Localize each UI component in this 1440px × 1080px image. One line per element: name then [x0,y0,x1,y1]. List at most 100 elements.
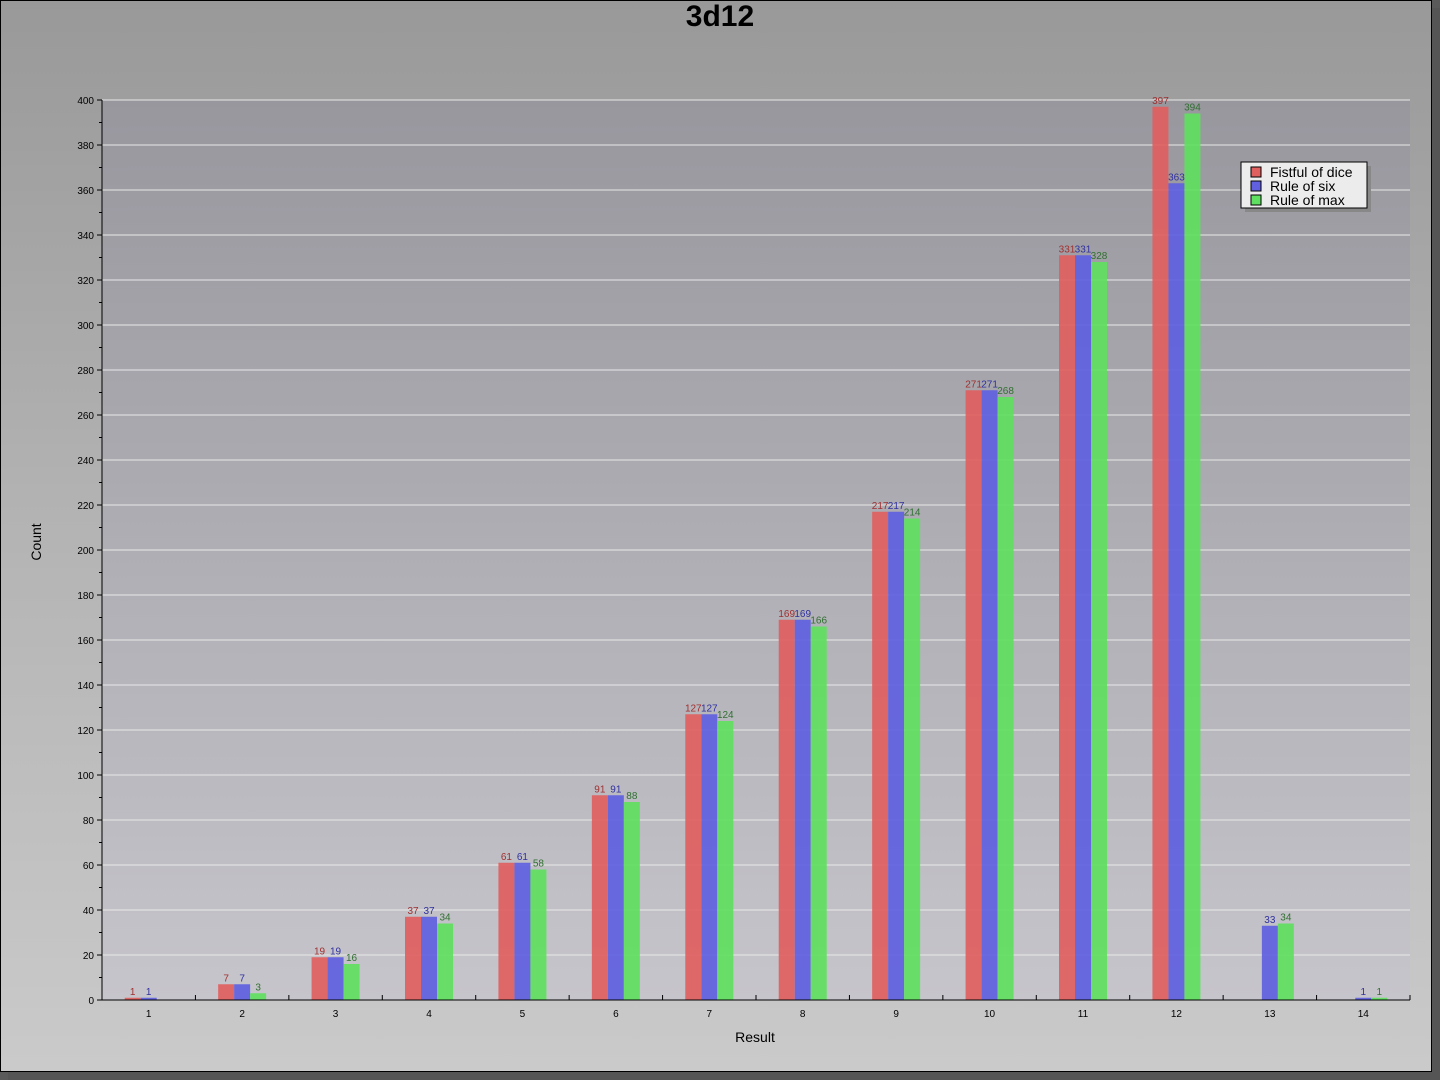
bar [343,964,360,1000]
bar [1091,262,1107,1000]
bar [591,795,608,1000]
bar [250,993,267,1000]
bar [1355,997,1372,1000]
data-label: 61 [517,852,529,863]
data-label: 1 [1361,987,1367,998]
bar [1168,183,1185,1000]
bar [778,619,795,1000]
bar [1277,923,1294,1000]
bar [997,397,1014,1000]
bar [810,626,827,1000]
x-tick-label: 6 [613,1009,619,1020]
bar [405,916,421,1000]
data-label: 328 [1091,251,1108,262]
x-tick-label: 8 [800,1009,806,1020]
data-label: 127 [685,703,702,714]
x-tick-label: 13 [1264,1009,1276,1020]
bar [965,390,982,1000]
y-tick-label: 320 [77,276,94,287]
bar [717,721,734,1000]
x-tick-label: 1 [146,1009,152,1020]
bar [1184,113,1201,1000]
x-tick-label: 9 [893,1009,899,1020]
data-label: 58 [533,859,545,870]
y-tick-label: 200 [77,546,94,557]
y-tick-label: 60 [83,861,95,872]
data-label: 7 [239,973,245,984]
bar [888,511,905,1000]
data-label: 217 [872,501,889,512]
bar [904,518,921,1000]
bar [311,957,328,1000]
bar [124,997,141,1000]
data-label: 169 [778,609,795,620]
legend-label: Rule of max [1270,192,1345,208]
data-label: 268 [997,386,1014,397]
data-label: 91 [594,784,606,795]
data-label: 331 [1075,244,1092,255]
x-tick-label: 7 [707,1009,713,1020]
legend-swatch [1250,166,1262,178]
data-label: 3 [255,982,261,993]
data-label: 169 [794,609,811,620]
bar [1075,255,1091,1000]
bar [140,997,157,1000]
data-label: 37 [407,906,419,917]
data-label: 217 [888,501,905,512]
y-tick-label: 0 [88,996,94,1007]
data-label: 88 [626,791,638,802]
bar [530,869,547,1000]
y-tick-label: 180 [77,591,94,602]
data-label: 34 [439,913,451,924]
y-tick-label: 340 [77,231,94,242]
y-tick-label: 220 [77,501,94,512]
x-tick-label: 2 [239,1009,245,1020]
bar [981,390,998,1000]
y-tick-label: 40 [83,906,95,917]
data-label: 1 [1377,987,1383,998]
data-label: 331 [1059,244,1076,255]
x-tick-label: 5 [520,1009,526,1020]
bar [514,862,531,1000]
y-axis-label: Count [28,523,44,560]
data-label: 34 [1280,913,1292,924]
y-tick-label: 260 [77,411,94,422]
bar [1371,997,1388,1000]
x-tick-label: 12 [1171,1009,1183,1020]
legend-label: Fistful of dice [1270,164,1353,180]
bar [1059,255,1075,1000]
legend-swatch [1250,194,1262,206]
y-tick-label: 80 [83,816,95,827]
x-tick-label: 11 [1078,1009,1089,1020]
data-label: 37 [423,906,435,917]
data-label: 33 [1264,915,1276,926]
legend-box [1240,161,1368,209]
y-tick-label: 400 [77,96,94,107]
bar [327,957,344,1000]
data-label: 271 [981,379,998,390]
legend-label: Rule of six [1270,178,1335,194]
y-tick-label: 160 [77,636,94,647]
data-label: 214 [904,508,921,519]
x-tick-label: 14 [1358,1009,1370,1020]
bar [1152,106,1169,1000]
data-label: 19 [314,946,326,957]
bar [623,802,640,1000]
y-tick-label: 140 [77,681,94,692]
bar [1261,925,1278,1000]
data-label: 394 [1184,103,1201,114]
x-tick-label: 3 [333,1009,339,1020]
data-label: 1 [130,987,136,998]
y-tick-label: 360 [77,186,94,197]
x-tick-label: 4 [426,1009,432,1020]
data-label: 271 [965,379,982,390]
data-label: 166 [810,616,827,627]
bar [685,714,702,1000]
bar [234,984,251,1000]
x-axis-label: Result [735,1029,775,1045]
y-tick-label: 240 [77,456,94,467]
data-label: 397 [1152,96,1169,107]
y-tick-label: 280 [77,366,94,377]
data-label: 19 [330,946,342,957]
